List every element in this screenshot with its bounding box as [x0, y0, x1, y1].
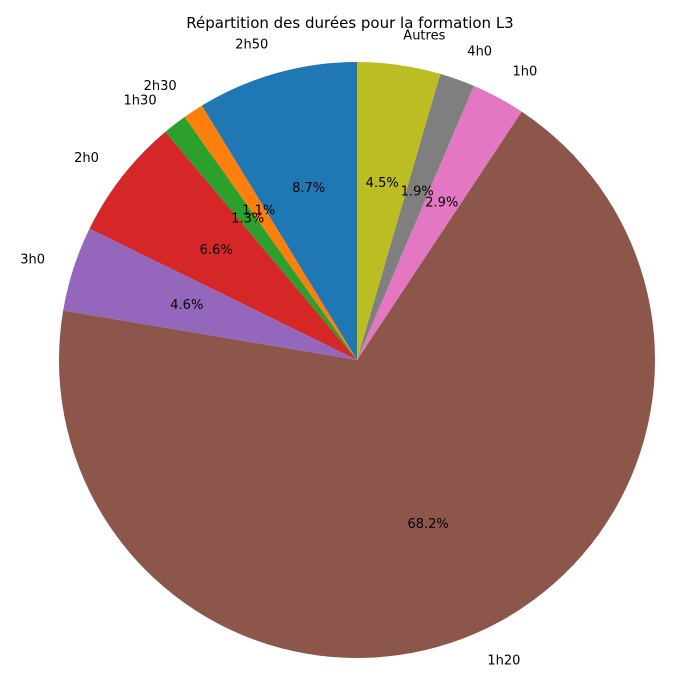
chart-title: Répartition des durées pour la formation… — [186, 14, 513, 32]
pie-slice-2h0 — [89, 131, 357, 360]
slice-percent-label: 68.2% — [407, 517, 448, 532]
pie-labels: 2h50 8.7% 2h30 1.1% 1h30 1.3% 2h0 6.6% 3h0 4.6% 1h… — [20, 29, 537, 669]
slice-label: 1h0 — [513, 64, 538, 79]
slice-label: Autres — [403, 29, 445, 44]
pie-slice-autres — [357, 62, 441, 360]
pie-slice-2h50 — [201, 62, 357, 360]
pie-slice-1h30 — [165, 116, 357, 360]
slice-percent-label: 4.5% — [366, 176, 399, 191]
slice-percent-label: 1.3% — [231, 212, 264, 227]
pie-slices — [59, 62, 656, 659]
slice-label: 2h50 — [235, 37, 268, 52]
pie-slice-2h30 — [184, 105, 357, 360]
pie-slice-1h0 — [357, 85, 522, 361]
slice-percent-label: 1.9% — [401, 185, 434, 200]
slice-label: 4h0 — [467, 44, 492, 59]
slice-percent-label: 2.9% — [425, 196, 458, 211]
slice-percent-label: 1.1% — [242, 204, 275, 219]
slice-percent-label: 4.6% — [170, 298, 203, 313]
pie-slice-1h20 — [59, 111, 656, 659]
slice-label: 1h30 — [124, 94, 157, 109]
slice-percent-label: 6.6% — [200, 243, 233, 258]
pie-slice-4h0 — [357, 73, 474, 360]
slice-label: 1h20 — [487, 654, 520, 669]
slice-label: 2h30 — [144, 79, 177, 94]
pie-slice-3h0 — [63, 228, 357, 360]
slice-percent-label: 8.7% — [292, 181, 325, 196]
slice-label: 3h0 — [20, 253, 45, 268]
slice-label: 2h0 — [74, 151, 99, 166]
